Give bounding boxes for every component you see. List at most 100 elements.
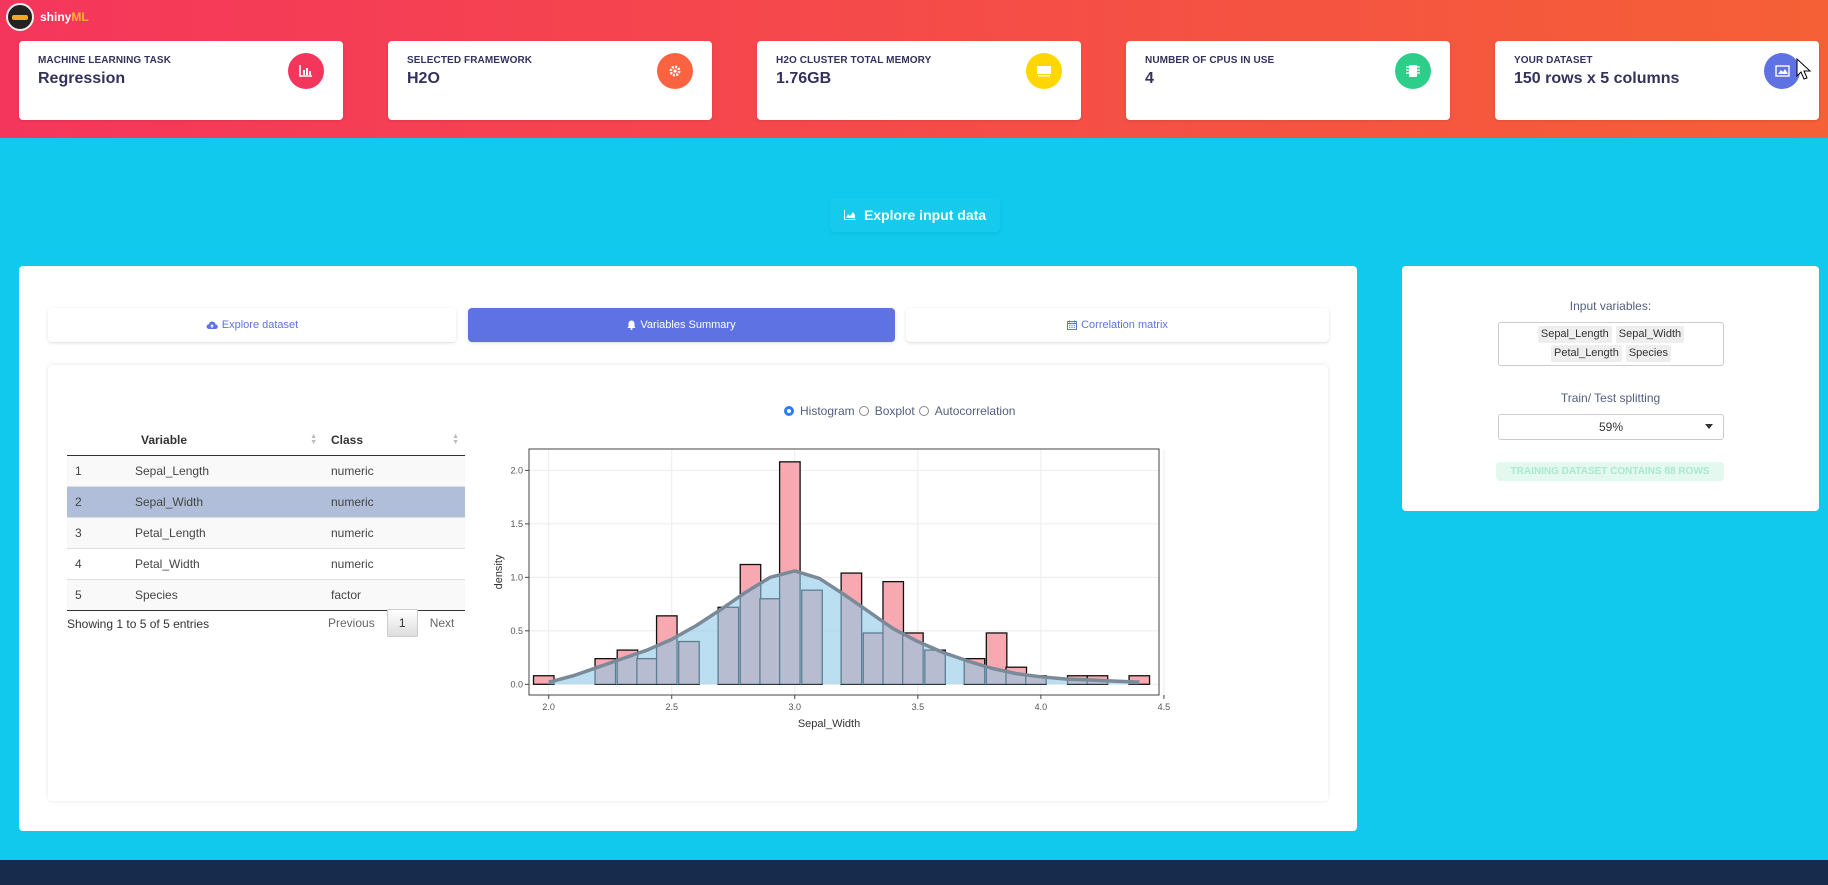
table-row[interactable]: 5 Species factor (67, 579, 465, 611)
area-chart-icon (843, 210, 856, 220)
table-row-selected[interactable]: 2 Sepal_Width numeric (67, 486, 465, 518)
cell-class: numeric (323, 517, 465, 549)
settings-card: Input variables: Sepal_Length Sepal_Widt… (1402, 266, 1819, 511)
stat-card-framework: SELECTED FRAMEWORK H2O (388, 41, 712, 120)
x-tick-label: 4.5 (1158, 702, 1171, 712)
input-variables-select[interactable]: Sepal_Length Sepal_Width Petal_Length Sp… (1498, 322, 1724, 366)
table-row[interactable]: 4 Petal_Width numeric (67, 548, 465, 580)
radio-label-boxplot: Boxplot (874, 404, 915, 418)
train-test-split-value: 59% (1598, 420, 1624, 434)
x-tick-label: 4.0 (1035, 702, 1048, 712)
table-row[interactable]: 1 Sepal_Length numeric (67, 455, 465, 487)
stat-label: H2O CLUSTER TOTAL MEMORY (776, 55, 932, 66)
image-icon (1764, 53, 1800, 89)
tab-explore-dataset[interactable]: Explore dataset (48, 308, 456, 342)
input-variables-label: Input variables: (1569, 299, 1652, 313)
app-logo (6, 3, 34, 31)
stat-label: NUMBER OF CPUS IN USE (1145, 55, 1275, 66)
column-header-index (67, 425, 127, 456)
chart-bar-icon (288, 53, 324, 89)
previous-page-button[interactable]: Previous (328, 616, 375, 630)
gear-icon (657, 53, 693, 89)
cell-variable: Species (127, 579, 323, 611)
cell-variable: Petal_Width (127, 548, 323, 580)
footer-bar (0, 860, 1828, 885)
y-axis-label: density (493, 554, 505, 589)
radio-histogram[interactable] (784, 406, 794, 416)
cell-variable: Sepal_Length (127, 455, 323, 487)
input-variable-chip[interactable]: Petal_Length (1551, 345, 1622, 362)
cell-index: 1 (67, 455, 127, 487)
stat-card-cpus: NUMBER OF CPUS IN USE 4 (1126, 41, 1450, 120)
main-card: Explore dataset Variables Summary Correl… (19, 266, 1357, 831)
tab-label: Variables Summary (640, 319, 736, 331)
column-header-class[interactable]: Class ▲ ▼ (323, 425, 465, 456)
table-info: Showing 1 to 5 of 5 entries (67, 617, 210, 631)
explore-input-data-button[interactable]: Explore input data (830, 198, 1000, 232)
radio-label-histogram: Histogram (800, 404, 855, 418)
tab-variables-summary[interactable]: Variables Summary (468, 308, 895, 342)
stat-value: 1.76GB (776, 70, 832, 87)
app-name: shinyML (40, 10, 89, 24)
mouse-cursor-icon (1796, 58, 1812, 80)
plot-panel-border (528, 448, 1160, 696)
radio-autocorrelation[interactable] (918, 406, 929, 416)
radio-boxplot[interactable] (858, 406, 869, 416)
y-tick-label: 0.5 (510, 626, 523, 636)
plot-type-radio-group: Histogram Boxplot Autocorrelation (784, 404, 1015, 418)
brand[interactable]: shinyML (6, 3, 89, 31)
x-tick-label: 3.5 (912, 702, 925, 712)
density-line (548, 569, 1140, 684)
cell-variable: Sepal_Width (127, 486, 323, 518)
cell-variable: Petal_Length (127, 517, 323, 549)
density-area (548, 570, 1140, 685)
x-tick-label: 2.5 (665, 702, 678, 712)
train-test-split-label: Train/ Test splitting (1560, 391, 1661, 405)
bell-icon (627, 320, 636, 330)
header-bar: shinyML MACHINE LEARNING TASK Regression… (0, 0, 1828, 138)
stat-label: YOUR DATASET (1514, 55, 1593, 66)
stat-label: SELECTED FRAMEWORK (407, 55, 533, 66)
cell-index: 4 (67, 548, 127, 580)
stat-label: MACHINE LEARNING TASK (38, 55, 172, 66)
tab-label: Explore dataset (221, 319, 299, 331)
stat-card-memory: H2O CLUSTER TOTAL MEMORY 1.76GB (757, 41, 1081, 120)
cell-class: numeric (323, 455, 465, 487)
stat-value: 4 (1145, 70, 1154, 87)
tab-correlation-matrix[interactable]: Correlation matrix (906, 308, 1329, 342)
stat-card-dataset: YOUR DATASET 150 rows x 5 columns (1495, 41, 1819, 120)
stat-value: 150 rows x 5 columns (1514, 70, 1680, 87)
table-header-row: Variable ▲ ▼ Class ▲ ▼ (67, 425, 465, 456)
train-test-split-select[interactable]: 59% (1498, 414, 1724, 440)
pagination: Previous 1 Next (316, 609, 466, 637)
radio-label-autocorrelation: Autocorrelation (934, 404, 1016, 418)
column-header-variable[interactable]: Variable ▲ ▼ (127, 425, 323, 456)
y-tick-label: 0.0 (510, 679, 523, 689)
cell-index: 5 (67, 579, 127, 611)
cell-index: 2 (67, 486, 127, 518)
cell-index: 3 (67, 517, 127, 549)
stat-value: Regression (38, 70, 126, 87)
input-variable-chip[interactable]: Sepal_Width (1615, 326, 1685, 343)
input-variable-chip[interactable]: Sepal_Length (1537, 326, 1612, 343)
next-page-button[interactable]: Next (429, 616, 455, 630)
input-variable-chip[interactable]: Species (1625, 345, 1671, 362)
y-tick-label: 1.5 (510, 519, 523, 529)
y-tick-label: 1.0 (510, 572, 523, 582)
cell-class: numeric (323, 486, 465, 518)
tab-label: Correlation matrix (1081, 319, 1168, 331)
calendar-icon (1067, 320, 1078, 330)
stat-value: H2O (407, 70, 440, 87)
cell-class: numeric (323, 548, 465, 580)
training-rows-badge: TRAINING DATASET CONTAINS 88 ROWS (1496, 462, 1724, 481)
current-page-button[interactable]: 1 (386, 609, 418, 637)
histogram-chart: 2.0 2.5 3.0 3.5 4.0 4.5 0.0 0.5 1.0 1.5 2.0 Sepal_W… (493, 448, 1171, 730)
table-row[interactable]: 3 Petal_Length numeric (67, 517, 465, 549)
sort-icon: ▲ ▼ (310, 433, 317, 446)
memory-icon (1026, 53, 1062, 89)
explore-input-data-label: Explore input data (863, 207, 987, 223)
cell-class: factor (323, 579, 465, 611)
cpu-icon (1395, 53, 1431, 89)
y-tick-label: 2.0 (510, 465, 523, 475)
sort-icon: ▲ ▼ (452, 433, 459, 446)
